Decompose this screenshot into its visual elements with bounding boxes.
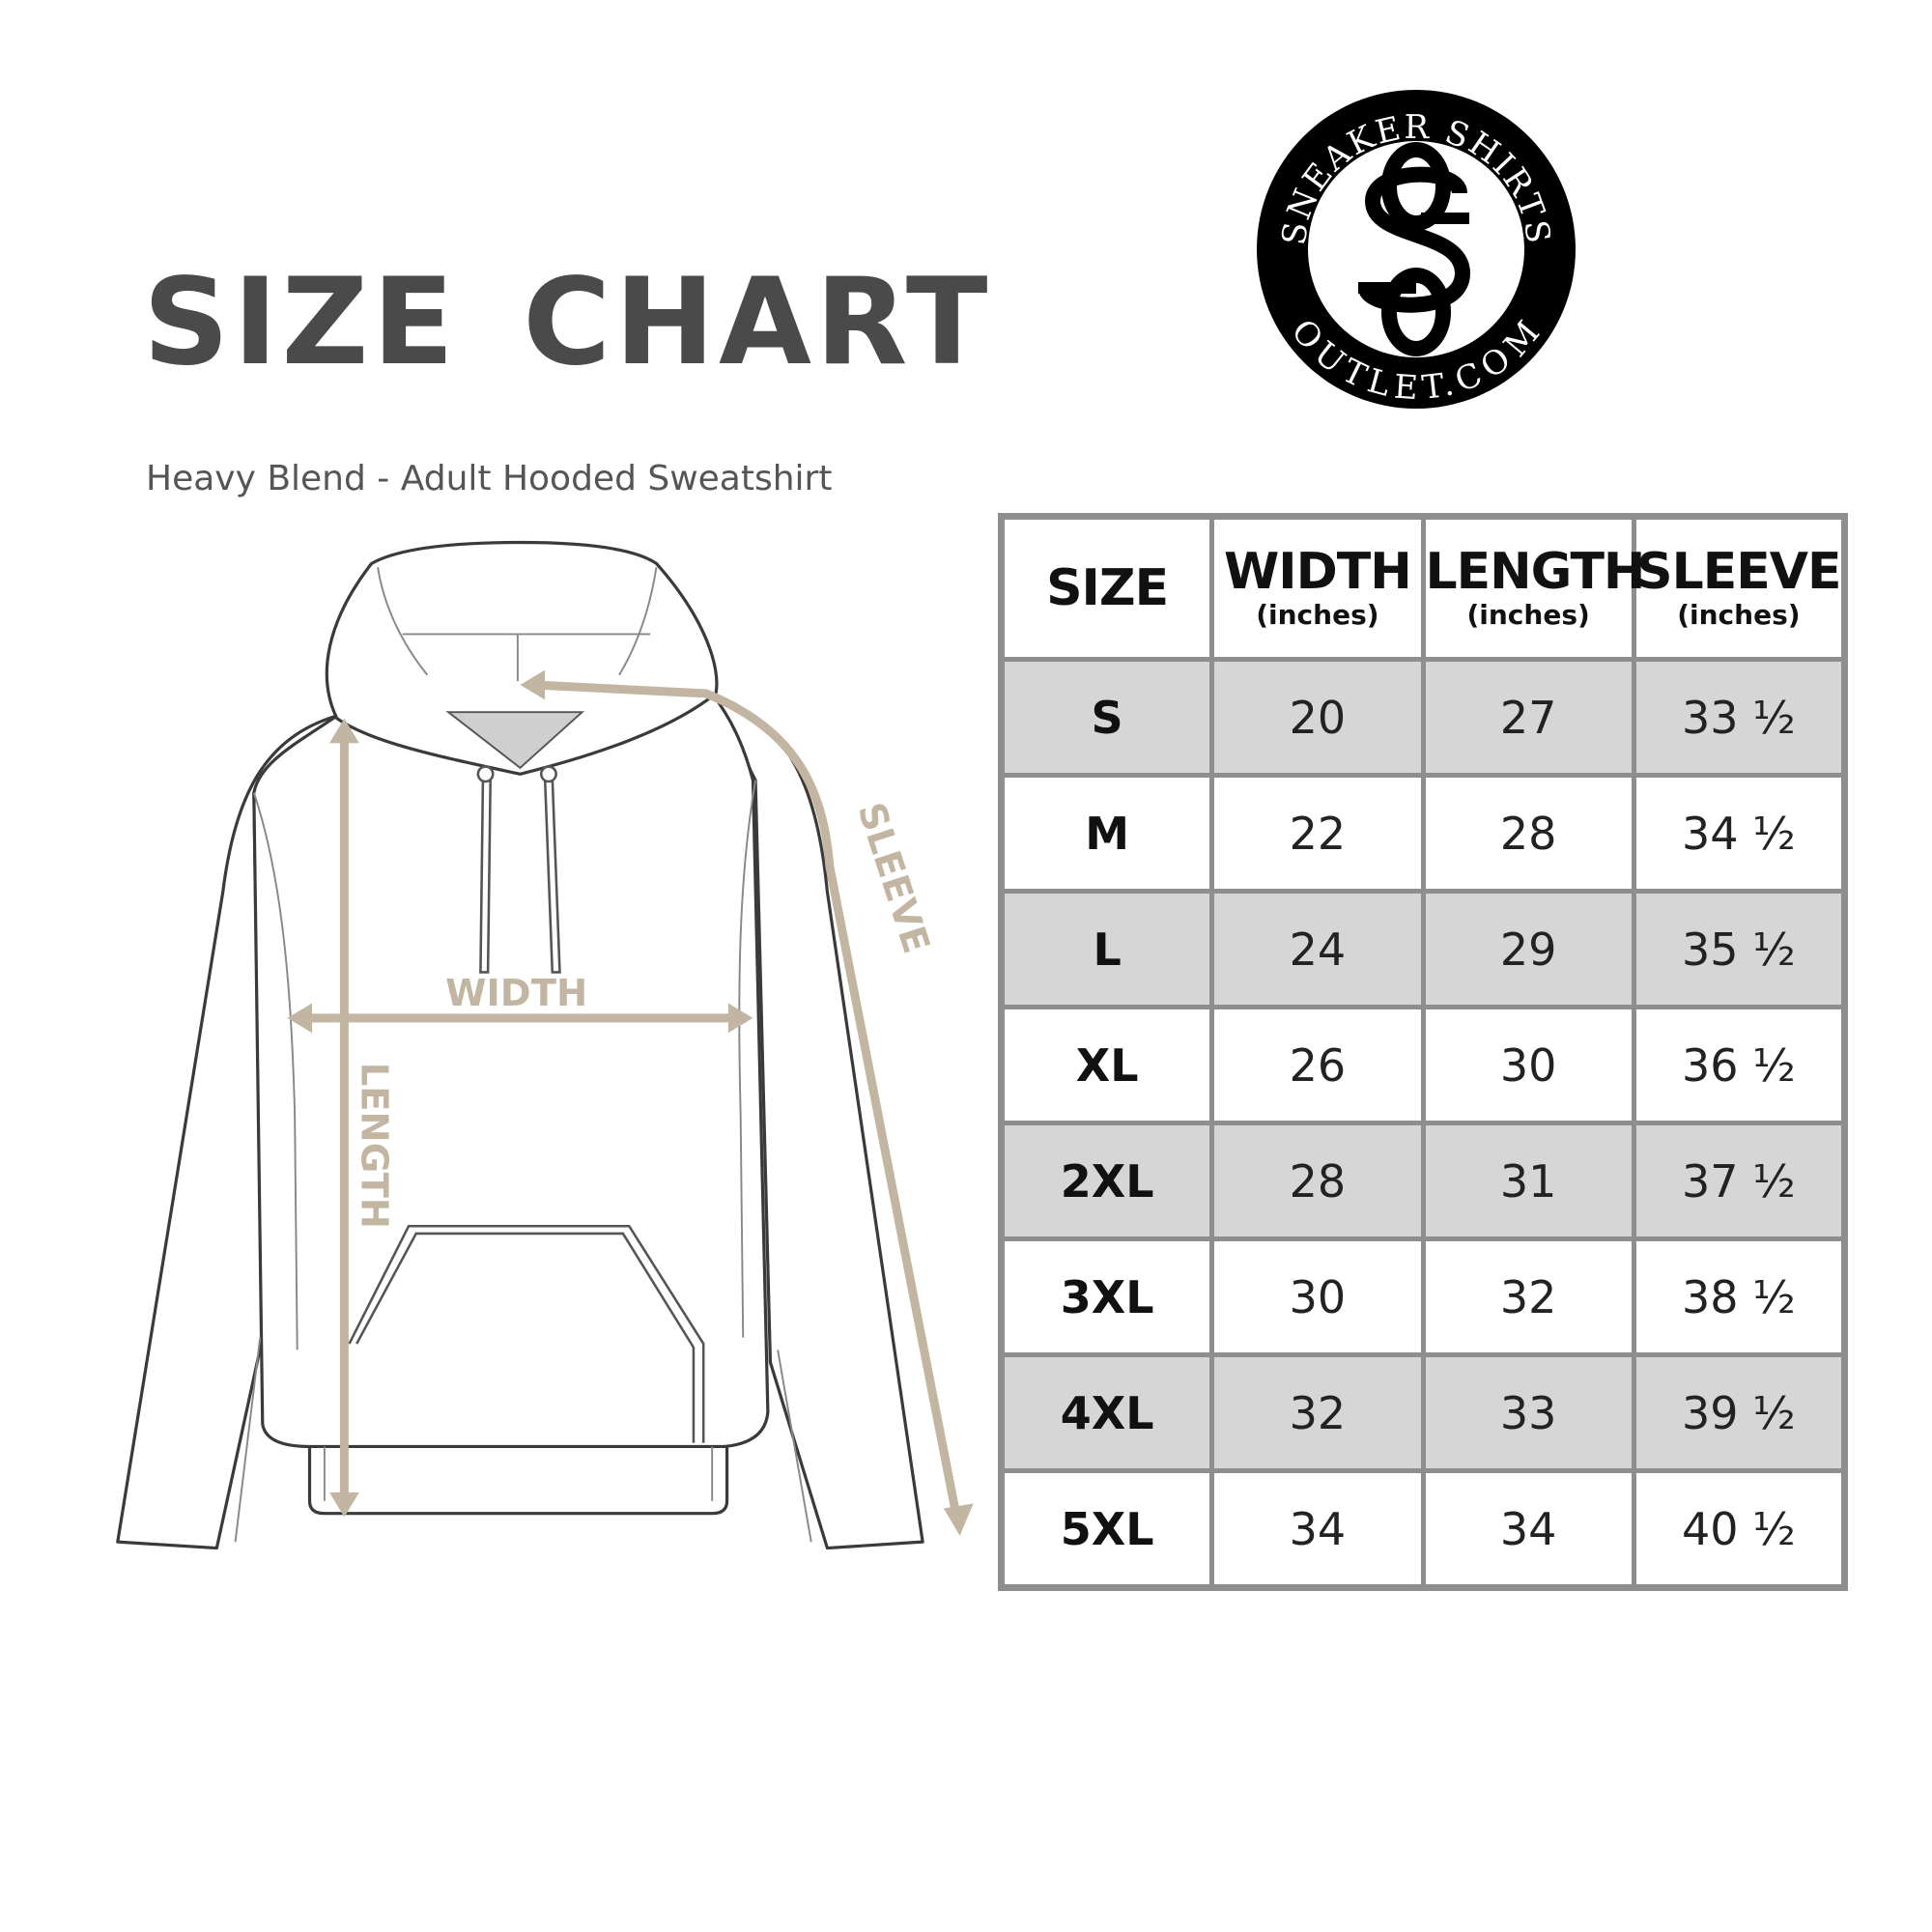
width-cell: 32: [1209, 1352, 1426, 1473]
hoodie-waistband: [307, 1440, 729, 1516]
table-row: 5XL 34 34 40 ½: [998, 1468, 1848, 1590]
sleeve-cell: 37 ½: [1631, 1121, 1848, 1241]
header-label: SLEEVE: [1636, 543, 1841, 601]
width-cell: 20: [1209, 657, 1426, 778]
header-label: SIZE: [1046, 559, 1169, 617]
sleeve-cell: 36 ½: [1631, 1005, 1848, 1125]
length-cell: 31: [1420, 1121, 1636, 1241]
sneaker-shirts-outlet-logo: SNEAKER SHIRTS OUTLET.COM: [1257, 90, 1576, 409]
length-cell: 30: [1420, 1005, 1636, 1125]
page-title: SIZE CHART: [143, 253, 992, 392]
width-cell: 30: [1209, 1236, 1426, 1357]
sleeve-cell: 34 ½: [1631, 773, 1848, 894]
drawstring-right: [543, 778, 561, 974]
header-size: SIZE: [998, 514, 1215, 662]
table-header-row: SIZE WIDTH (inches) LENGTH (inches) SLEEVE…: [998, 514, 1848, 662]
table-row: XL 26 30 36 ½: [998, 1005, 1848, 1125]
length-label: LENGTH: [352, 1063, 395, 1229]
sleeve-cell: 33 ½: [1631, 657, 1848, 778]
width-cell: 26: [1209, 1005, 1426, 1125]
table-row: S 20 27 33 ½: [998, 657, 1848, 778]
drawstring-left: [479, 774, 492, 974]
length-cell: 33: [1420, 1352, 1636, 1473]
width-cell: 34: [1209, 1468, 1426, 1590]
size-table: SIZE WIDTH (inches) LENGTH (inches) SLEEVE…: [998, 513, 1848, 1591]
table-row: 4XL 32 33 39 ½: [998, 1352, 1848, 1473]
width-label: WIDTH: [445, 972, 587, 1015]
header-label: LENGTH: [1425, 543, 1646, 601]
width-cell: 22: [1209, 773, 1426, 894]
table-row: 3XL 30 32 38 ½: [998, 1236, 1848, 1357]
width-cell: 28: [1209, 1121, 1426, 1241]
sleeve-label: SLEEVE: [848, 798, 937, 959]
size-cell: 2XL: [998, 1121, 1215, 1241]
length-cell: 34: [1420, 1468, 1636, 1590]
size-cell: M: [998, 773, 1215, 894]
kangaroo-pocket: [348, 1224, 705, 1443]
size-cell: L: [998, 889, 1215, 1009]
size-cell: 3XL: [998, 1236, 1215, 1357]
header-label: WIDTH: [1223, 543, 1412, 601]
product-subtitle: Heavy Blend - Adult Hooded Sweatshirt: [146, 459, 833, 498]
table-row: M 22 28 34 ½: [998, 773, 1848, 894]
header-length: LENGTH (inches): [1420, 514, 1646, 662]
header-unit: (inches): [1466, 599, 1590, 631]
table-row: 2XL 28 31 37 ½: [998, 1121, 1848, 1241]
logo-monogram-icon: [1358, 142, 1471, 356]
header-unit: (inches): [1256, 599, 1379, 631]
sleeve-cell: 39 ½: [1631, 1352, 1848, 1473]
sleeve-cell: 35 ½: [1631, 889, 1848, 1009]
header-sleeve: SLEEVE (inches): [1631, 514, 1848, 662]
left-sleeve: [116, 714, 339, 1550]
width-cell: 24: [1209, 889, 1426, 1009]
table-row: L 24 29 35 ½: [998, 889, 1848, 1009]
header-unit: (inches): [1677, 599, 1801, 631]
size-cell: XL: [998, 1005, 1215, 1125]
size-cell: 5XL: [998, 1468, 1215, 1590]
hoodie-neck-lining: [445, 711, 585, 770]
sleeve-arrow: [530, 680, 962, 1525]
size-cell: S: [998, 657, 1215, 778]
sleeve-cell: 40 ½: [1631, 1468, 1848, 1590]
hoodie-body: [252, 692, 770, 1449]
length-cell: 27: [1420, 657, 1636, 778]
header-width: WIDTH (inches): [1209, 514, 1426, 662]
length-cell: 28: [1420, 773, 1636, 894]
size-cell: 4XL: [998, 1352, 1215, 1473]
length-cell: 29: [1420, 889, 1636, 1009]
length-cell: 32: [1420, 1236, 1636, 1357]
sleeve-cell: 38 ½: [1631, 1236, 1848, 1357]
hoodie-hood: [325, 540, 719, 776]
